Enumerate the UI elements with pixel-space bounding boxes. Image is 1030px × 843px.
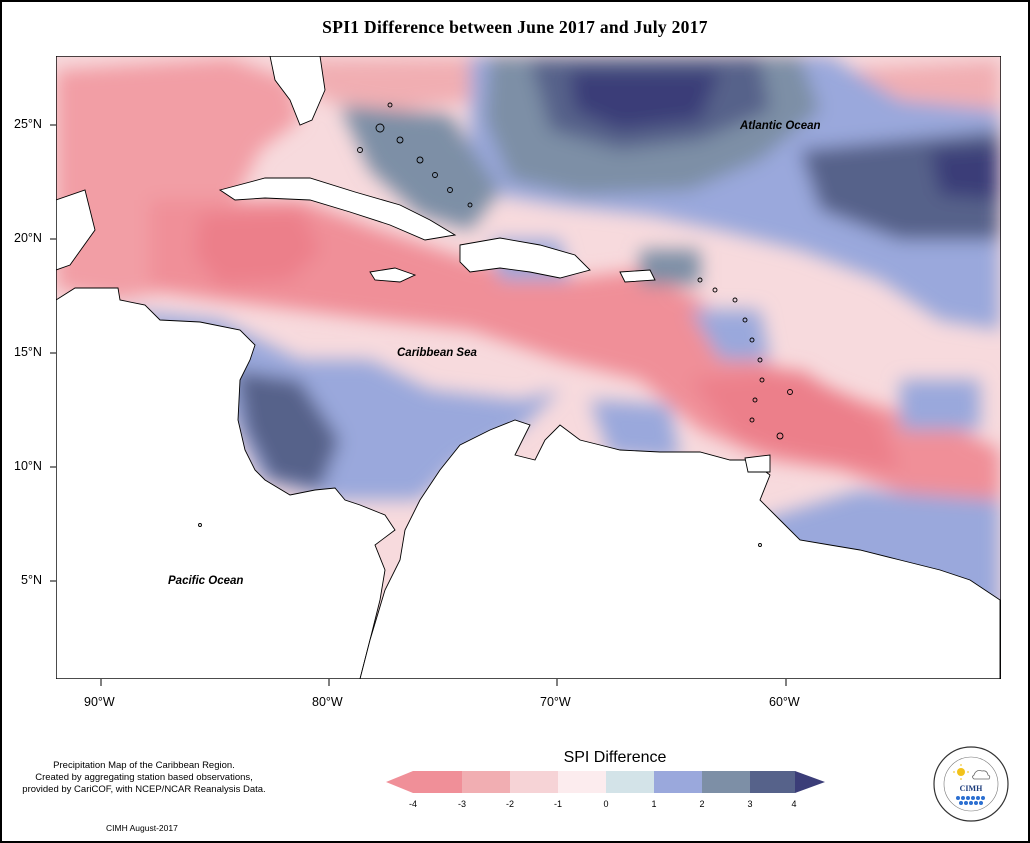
land-trinidad: [744, 454, 771, 473]
negative-zone-fl: [300, 58, 480, 110]
cloud-icon: [972, 770, 991, 780]
logo-text: CIMH: [960, 784, 983, 793]
lat-label-15: 15°N: [14, 345, 42, 359]
label-caribbean-sea: Caribbean Sea: [397, 347, 477, 359]
legend-swatch-3: [558, 771, 606, 793]
land-yucatan-west: [56, 189, 96, 271]
lat-label-10: 10°N: [14, 459, 42, 473]
land-jamaica: [369, 267, 417, 283]
positive-zone-pr: [640, 250, 700, 285]
positive-zone-atlantic-core: [570, 70, 720, 130]
legend-tick-minus2: -2: [505, 799, 514, 809]
legend-title: SPI Difference: [563, 749, 667, 766]
legend-tick-1: 1: [651, 799, 657, 809]
legend-swatch-4: [606, 771, 654, 793]
description-note: Precipitation Map of the Caribbean Regio…: [4, 760, 284, 796]
lat-label-5: 5°N: [21, 573, 42, 587]
islands: [198, 102, 793, 547]
lat-label-25: 25°N: [14, 117, 42, 131]
legend-swatch-6: [702, 771, 750, 793]
positive-zone-east-small: [900, 380, 980, 430]
land-puerto-rico: [619, 269, 656, 283]
legend-tick-minus1: -1: [553, 799, 562, 809]
legend-swatch-7: [750, 771, 795, 793]
note-line-3: provided by CariCOF, with NCEP/NCAR Rean…: [22, 784, 266, 795]
positive-zone-east-core: [930, 145, 1000, 200]
land-florida: [269, 56, 326, 126]
legend-swatch-low-arrow: [386, 771, 413, 793]
legend-tick-minus3: -3: [457, 799, 466, 809]
negative-zone-se: [690, 370, 900, 470]
positive-zone-central-america-core: [235, 370, 340, 490]
legend-swatch-1: [462, 771, 510, 793]
positive-zone-south: [590, 400, 680, 460]
positive-zone-bahamas: [340, 105, 500, 230]
legend-tick-0: 0: [603, 799, 609, 809]
lon-label-80w: 80°W: [312, 695, 343, 709]
label-atlantic-ocean: Atlantic Ocean: [740, 120, 821, 132]
land-central-america: [56, 287, 396, 679]
legend-tick-4: 4: [791, 799, 797, 809]
label-pacific-ocean: Pacific Ocean: [168, 575, 244, 587]
negative-zone-strong-west: [195, 210, 320, 285]
lon-tick-marks: [100, 679, 787, 686]
legend-tick-3: 3: [747, 799, 753, 809]
legend-tick-minus4: -4: [408, 799, 417, 809]
negative-zone-gulf: [56, 58, 300, 300]
land-hispaniola: [459, 237, 591, 279]
lat-tick-marks: [50, 124, 56, 582]
legend-swatch-5: [654, 771, 702, 793]
legend-swatch-2: [510, 771, 558, 793]
legend-tick-2: 2: [699, 799, 705, 809]
note-line-2: Created by aggregating station based obs…: [35, 772, 253, 783]
cimh-logo: CIMH: [933, 746, 1009, 822]
lat-label-20: 20°N: [14, 231, 42, 245]
legend-colorbar: [386, 771, 825, 793]
wave-icon: [956, 796, 985, 805]
lon-label-60w: 60°W: [769, 695, 800, 709]
credit-text: CIMH August-2017: [106, 823, 178, 833]
legend-swatch-0: [413, 771, 462, 793]
lon-label-90w: 90°W: [84, 695, 115, 709]
positive-zone-lesser-antilles: [690, 310, 770, 360]
legend-swatch-high-arrow: [795, 771, 825, 793]
land-cuba: [218, 177, 457, 241]
map-title: SPI1 Difference between June 2017 and Ju…: [322, 17, 708, 37]
lon-label-70w: 70°W: [540, 695, 571, 709]
sun-icon: [957, 768, 965, 776]
note-line-1: Precipitation Map of the Caribbean Regio…: [53, 760, 235, 771]
